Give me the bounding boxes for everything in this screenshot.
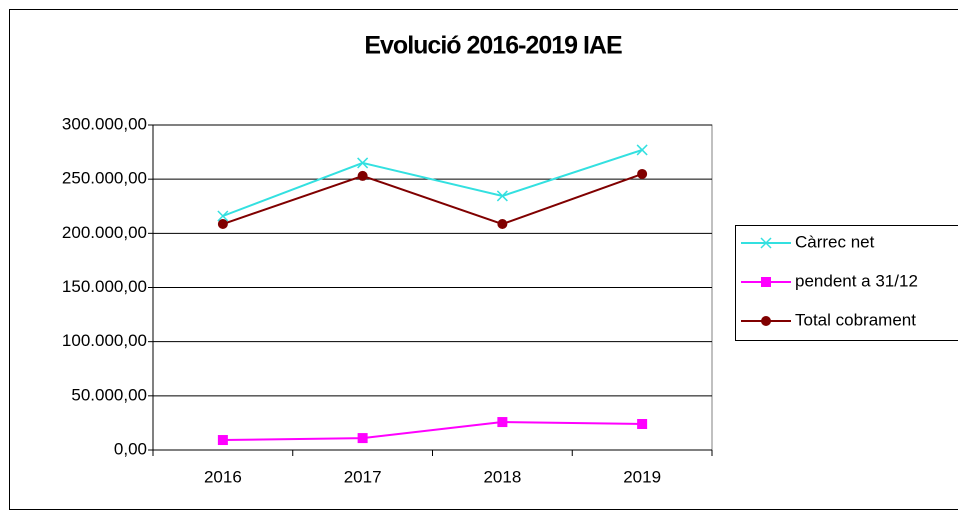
legend-marker bbox=[760, 237, 772, 249]
y-tick-label: 150.000,00 bbox=[62, 277, 147, 296]
legend-label: pendent a 31/12 bbox=[795, 271, 918, 290]
y-tick-label: 250.000,00 bbox=[62, 169, 147, 188]
y-tick-label: 50.000,00 bbox=[71, 385, 147, 404]
marker bbox=[496, 190, 508, 202]
marker bbox=[217, 210, 229, 222]
marker bbox=[217, 219, 228, 230]
legend-marker bbox=[761, 277, 771, 287]
y-tick-label: 300.000,00 bbox=[62, 114, 147, 133]
legend-label: Total cobrament bbox=[795, 310, 916, 329]
marker bbox=[637, 168, 648, 179]
x-tick-label: 2018 bbox=[483, 467, 521, 486]
chart-title: Evolució 2016-2019 IAE bbox=[364, 32, 622, 60]
marker bbox=[636, 144, 648, 156]
marker bbox=[357, 157, 369, 169]
marker bbox=[357, 433, 368, 444]
legend-marker bbox=[761, 316, 771, 326]
series-line bbox=[222, 421, 643, 442]
marker bbox=[357, 170, 368, 181]
series-line bbox=[222, 173, 643, 226]
y-tick-label: 100.000,00 bbox=[62, 331, 147, 350]
legend-label: Càrrec net bbox=[795, 232, 875, 251]
marker bbox=[497, 219, 508, 230]
marker bbox=[637, 419, 648, 429]
x-tick-label: 2017 bbox=[344, 467, 382, 486]
marker bbox=[497, 417, 508, 428]
y-tick-label: 200.000,00 bbox=[62, 223, 147, 242]
marker bbox=[217, 435, 228, 446]
x-tick-label: 2016 bbox=[204, 467, 242, 486]
x-tick-label: 2019 bbox=[623, 467, 661, 486]
y-tick-label: 0,00 bbox=[114, 439, 147, 458]
series-line bbox=[222, 148, 643, 217]
